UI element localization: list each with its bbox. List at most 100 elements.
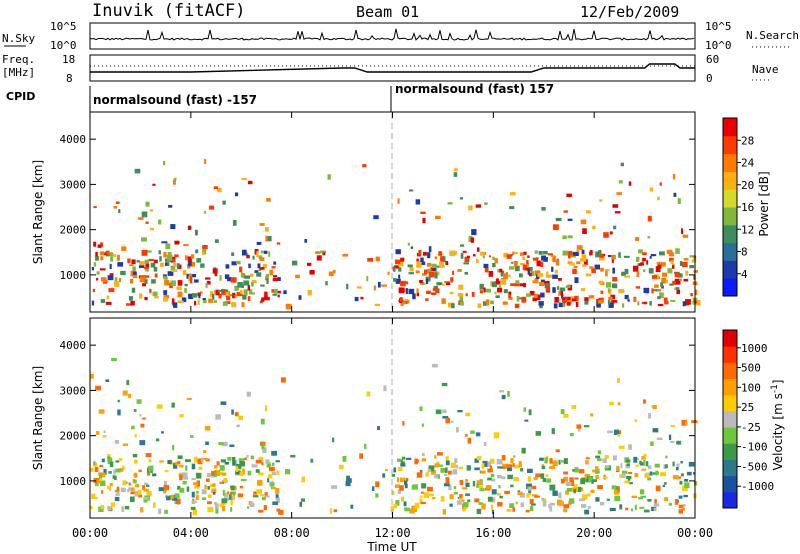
range-gate-cell bbox=[234, 286, 239, 291]
range-gate-cell bbox=[414, 458, 418, 465]
range-gate-cell bbox=[143, 497, 149, 500]
range-gate-cell bbox=[265, 235, 268, 242]
range-gate-cell bbox=[628, 444, 632, 450]
range-gate-cell bbox=[219, 275, 222, 281]
range-gate-cell bbox=[513, 260, 518, 267]
range-gate-cell bbox=[454, 250, 457, 255]
range-gate-cell bbox=[680, 461, 683, 464]
range-gate-cell bbox=[234, 459, 238, 465]
range-gate-cell bbox=[554, 269, 558, 274]
colorbar-swatch bbox=[723, 443, 737, 460]
range-gate-cell bbox=[97, 244, 102, 248]
range-gate-cell bbox=[266, 235, 272, 242]
range-gate-cell bbox=[181, 472, 188, 479]
range-gate-cell bbox=[565, 482, 572, 486]
range-gate-cell bbox=[608, 296, 613, 301]
range-gate-cell bbox=[513, 455, 516, 458]
range-gate-cell bbox=[248, 289, 253, 294]
range-gate-cell bbox=[227, 491, 230, 495]
range-gate-cell bbox=[555, 449, 560, 453]
range-gate-cell bbox=[631, 508, 634, 512]
range-gate-cell bbox=[520, 262, 525, 265]
range-gate-cell bbox=[226, 294, 231, 301]
range-gate-cell bbox=[432, 288, 439, 291]
range-gate-cell bbox=[476, 456, 482, 461]
range-gate-cell bbox=[98, 409, 105, 414]
range-gate-cell bbox=[276, 242, 281, 245]
range-gate-cell bbox=[448, 484, 452, 491]
range-gate-cell bbox=[569, 433, 574, 437]
range-gate-cell bbox=[681, 507, 685, 511]
range-gate-cell bbox=[520, 502, 525, 508]
range-gate-cell bbox=[416, 262, 422, 268]
range-gate-cell bbox=[521, 296, 527, 303]
range-gate-cell bbox=[594, 264, 600, 270]
range-gate-cell bbox=[409, 267, 414, 272]
range-gate-cell bbox=[498, 485, 501, 489]
range-gate-cell bbox=[661, 285, 664, 289]
range-gate-cell bbox=[558, 459, 561, 465]
range-gate-cell bbox=[207, 506, 214, 513]
range-gate-cell bbox=[445, 460, 450, 466]
range-gate-cell bbox=[124, 505, 130, 510]
range-gate-cell bbox=[130, 491, 136, 495]
range-gate-cell bbox=[115, 493, 120, 496]
range-gate-cell bbox=[648, 413, 651, 419]
range-gate-cell bbox=[113, 475, 117, 481]
range-gate-cell bbox=[599, 255, 605, 261]
range-gate-cell bbox=[574, 467, 579, 473]
range-gate-cell bbox=[478, 502, 483, 505]
range-gate-cell bbox=[366, 276, 369, 282]
range-gate-cell bbox=[322, 252, 326, 256]
range-gate-cell bbox=[166, 496, 171, 501]
colorbar-swatch bbox=[723, 378, 737, 396]
range-gate-cell bbox=[685, 420, 688, 426]
range-gate-cell bbox=[523, 251, 527, 255]
range-gate-cell bbox=[532, 485, 537, 490]
y-tick-label: 4000 bbox=[60, 133, 87, 146]
range-gate-cell bbox=[625, 464, 631, 469]
range-gate-cell bbox=[205, 283, 208, 288]
range-gate-cell bbox=[108, 288, 115, 293]
range-gate-cell bbox=[642, 257, 646, 262]
range-gate-cell bbox=[606, 498, 610, 501]
range-gate-cell bbox=[225, 264, 230, 269]
colorbar-swatch bbox=[723, 362, 737, 380]
range-gate-cell bbox=[596, 458, 602, 461]
colorbar-swatch bbox=[723, 118, 737, 137]
range-gate-cell bbox=[320, 250, 327, 254]
range-gate-cell bbox=[567, 301, 571, 306]
range-gate-cell bbox=[96, 431, 100, 435]
range-gate-cell bbox=[407, 242, 410, 246]
range-gate-cell bbox=[394, 265, 400, 269]
range-gate-cell bbox=[285, 303, 292, 310]
range-gate-cell bbox=[247, 470, 252, 476]
range-gate-cell bbox=[657, 264, 662, 269]
range-gate-cell bbox=[508, 291, 512, 295]
range-gate-cell bbox=[100, 299, 105, 303]
range-gate-cell bbox=[569, 498, 575, 504]
range-gate-cell bbox=[602, 476, 608, 479]
range-gate-cell bbox=[565, 490, 569, 495]
range-gate-cell bbox=[231, 409, 234, 415]
range-gate-cell bbox=[481, 463, 485, 469]
range-gate-cell bbox=[144, 259, 150, 264]
range-gate-cell bbox=[147, 250, 152, 253]
range-gate-cell bbox=[419, 498, 423, 504]
range-gate-cell bbox=[488, 271, 494, 277]
range-gate-cell bbox=[662, 484, 666, 487]
range-gate-cell bbox=[490, 497, 496, 503]
range-gate-cell bbox=[93, 206, 97, 209]
range-gate-cell bbox=[648, 465, 652, 470]
range-gate-cell bbox=[624, 480, 630, 484]
range-gate-cell bbox=[544, 457, 548, 464]
range-gate-cell bbox=[472, 480, 476, 487]
range-gate-cell bbox=[221, 498, 228, 504]
range-gate-cell bbox=[174, 240, 180, 245]
range-gate-cell bbox=[393, 266, 396, 272]
range-gate-cell bbox=[659, 182, 662, 186]
range-gate-cell bbox=[404, 507, 410, 512]
range-gate-cell bbox=[192, 293, 198, 298]
range-gate-cell bbox=[441, 298, 446, 304]
range-gate-cell bbox=[496, 280, 501, 284]
